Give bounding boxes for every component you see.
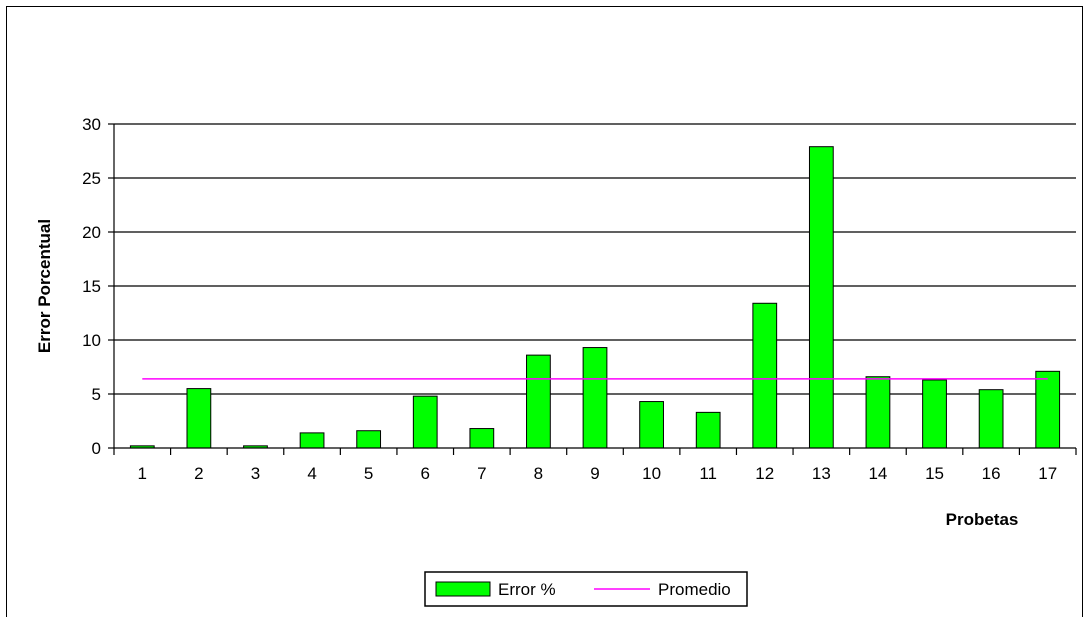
y-tick-label: 30: [82, 115, 101, 134]
bar-error-9: [582, 347, 608, 449]
bar-error-14: [865, 376, 891, 449]
bar-error-16: [978, 389, 1004, 449]
bar-error-6: [412, 395, 438, 449]
x-tick-label: 10: [642, 464, 661, 483]
y-axis-title: Error Porcentual: [35, 219, 54, 353]
y-tick-label: 20: [82, 223, 101, 242]
x-tick-label: 12: [755, 464, 774, 483]
x-tick-label: 5: [364, 464, 373, 483]
bar-error-5: [356, 430, 382, 449]
bar-error-7: [469, 428, 495, 449]
legend-label-promedio: Promedio: [658, 580, 731, 599]
bar-error-15: [922, 379, 947, 449]
x-tick-label: 17: [1038, 464, 1057, 483]
x-tick-label: 14: [868, 464, 887, 483]
bar-error-4: [299, 432, 325, 449]
bar-error-10: [639, 401, 664, 449]
x-tick-label: 15: [925, 464, 944, 483]
legend-bar-swatch: [435, 581, 491, 597]
x-axis-title: Probetas: [946, 510, 1019, 529]
y-tick-label: 15: [82, 277, 101, 296]
x-tick-label: 1: [138, 464, 147, 483]
bar-error-2: [186, 388, 212, 449]
x-tick-label: 2: [194, 464, 203, 483]
bar-error-8: [526, 354, 551, 449]
bar-error-11: [695, 411, 721, 449]
bar-error-13: [808, 146, 834, 449]
x-tick-label: 6: [421, 464, 430, 483]
y-tick-label: 10: [82, 331, 101, 350]
x-tick-label: 16: [982, 464, 1001, 483]
legend-label-error: Error %: [498, 580, 556, 599]
x-tick-label: 7: [477, 464, 486, 483]
chart-frame: [6, 6, 1083, 617]
x-tick-label: 11: [699, 464, 717, 483]
x-tick-label: 8: [534, 464, 543, 483]
bar-error-12: [752, 302, 778, 449]
y-tick-label: 25: [82, 169, 101, 188]
x-tick-label: 13: [812, 464, 831, 483]
x-tick-label: 9: [590, 464, 599, 483]
legend: Error % Promedio: [424, 571, 748, 607]
x-tick-label: 3: [251, 464, 260, 483]
y-tick-label: 5: [92, 385, 101, 404]
bar-error-17: [1035, 370, 1061, 449]
x-tick-label: 4: [307, 464, 316, 483]
bars: [129, 146, 1061, 449]
axes: [108, 123, 1077, 455]
gridlines: [114, 123, 1076, 395]
y-tick-label: 0: [92, 439, 101, 458]
